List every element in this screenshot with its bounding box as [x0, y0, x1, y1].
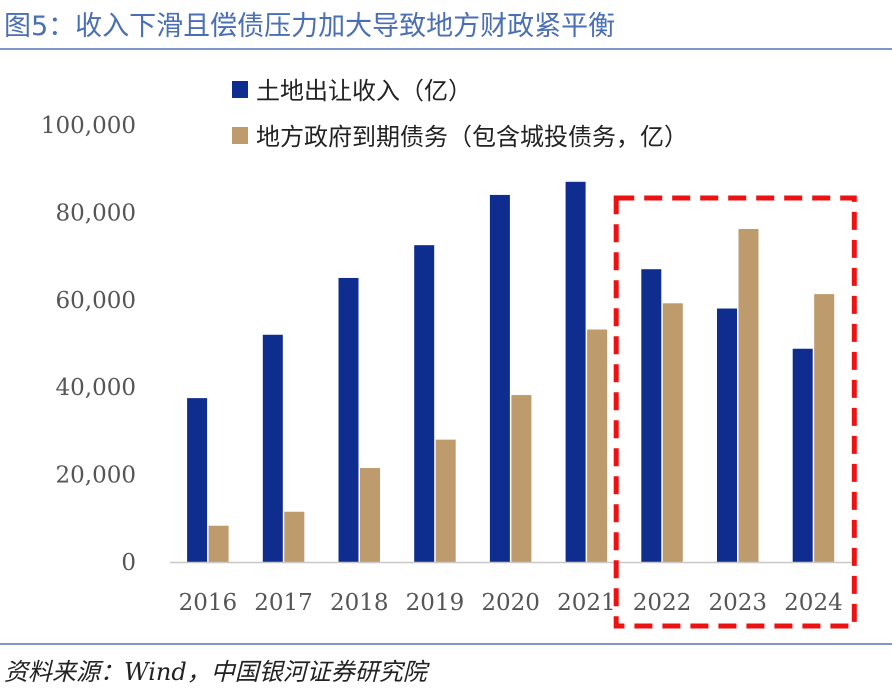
bar-maturing-debt-2016 — [208, 525, 229, 562]
y-tick-label: 20,000 — [56, 463, 136, 489]
bar-land-revenue-2017 — [262, 334, 283, 562]
bar-land-revenue-2016 — [187, 398, 208, 562]
x-axis: 2016 2017 2018 2019 2020 2021 2022 2023 2024 — [170, 561, 852, 616]
y-tick-label: 0 — [121, 550, 136, 576]
bar-maturing-debt-2019 — [435, 439, 456, 562]
bar-land-revenue-2020 — [489, 194, 510, 563]
figure-title: 图5：收入下滑且偿债压力加大导致地方财政紧平衡 — [4, 11, 616, 42]
bar-maturing-debt-2017 — [284, 511, 305, 562]
x-tick-label: 2022 — [633, 590, 692, 616]
bottom-rule — [0, 643, 892, 645]
legend-swatch — [232, 127, 248, 144]
legend-label: 地方政府到期债务（包含城投债务，亿） — [256, 123, 688, 151]
legend-swatch — [232, 81, 248, 98]
bars — [187, 181, 835, 563]
x-tick-label: 2021 — [557, 590, 616, 616]
x-tick-label: 2023 — [708, 590, 767, 616]
legend: 土地出让收入（亿） 地方政府到期债务（包含城投债务，亿） — [232, 77, 688, 151]
x-tick-label: 2024 — [784, 590, 843, 616]
bar-maturing-debt-2023 — [738, 229, 759, 563]
bar-land-revenue-2023 — [717, 308, 737, 562]
x-tick-label: 2019 — [406, 590, 465, 616]
x-tick-label: 2017 — [254, 590, 313, 616]
x-tick-label: 2016 — [179, 590, 238, 616]
bar-maturing-debt-2021 — [587, 329, 608, 562]
x-tick-label: 2020 — [481, 590, 540, 616]
bar-maturing-debt-2022 — [662, 303, 683, 562]
y-axis: 0 20,000 40,000 60,000 80,000 100,000 — [41, 113, 136, 576]
bar-land-revenue-2019 — [414, 245, 435, 563]
bar-land-revenue-2021 — [565, 181, 586, 562]
source-note: 资料来源：Wind，中国银河证券研究院 — [4, 658, 427, 686]
y-tick-label: 40,000 — [56, 375, 136, 401]
bar-maturing-debt-2018 — [360, 468, 380, 562]
y-tick-label: 100,000 — [41, 113, 136, 139]
title-rule — [0, 48, 892, 50]
bar-land-revenue-2024 — [792, 348, 813, 562]
bar-land-revenue-2018 — [338, 277, 359, 562]
bar-maturing-debt-2020 — [511, 395, 532, 562]
x-tick-label: 2018 — [330, 590, 389, 616]
bar-maturing-debt-2024 — [814, 294, 835, 562]
bar-land-revenue-2022 — [641, 269, 662, 562]
y-tick-label: 60,000 — [56, 288, 136, 314]
y-tick-label: 80,000 — [56, 200, 136, 226]
legend-label: 土地出让收入（亿） — [256, 77, 472, 105]
highlight-box-2022-2024 — [613, 195, 857, 629]
